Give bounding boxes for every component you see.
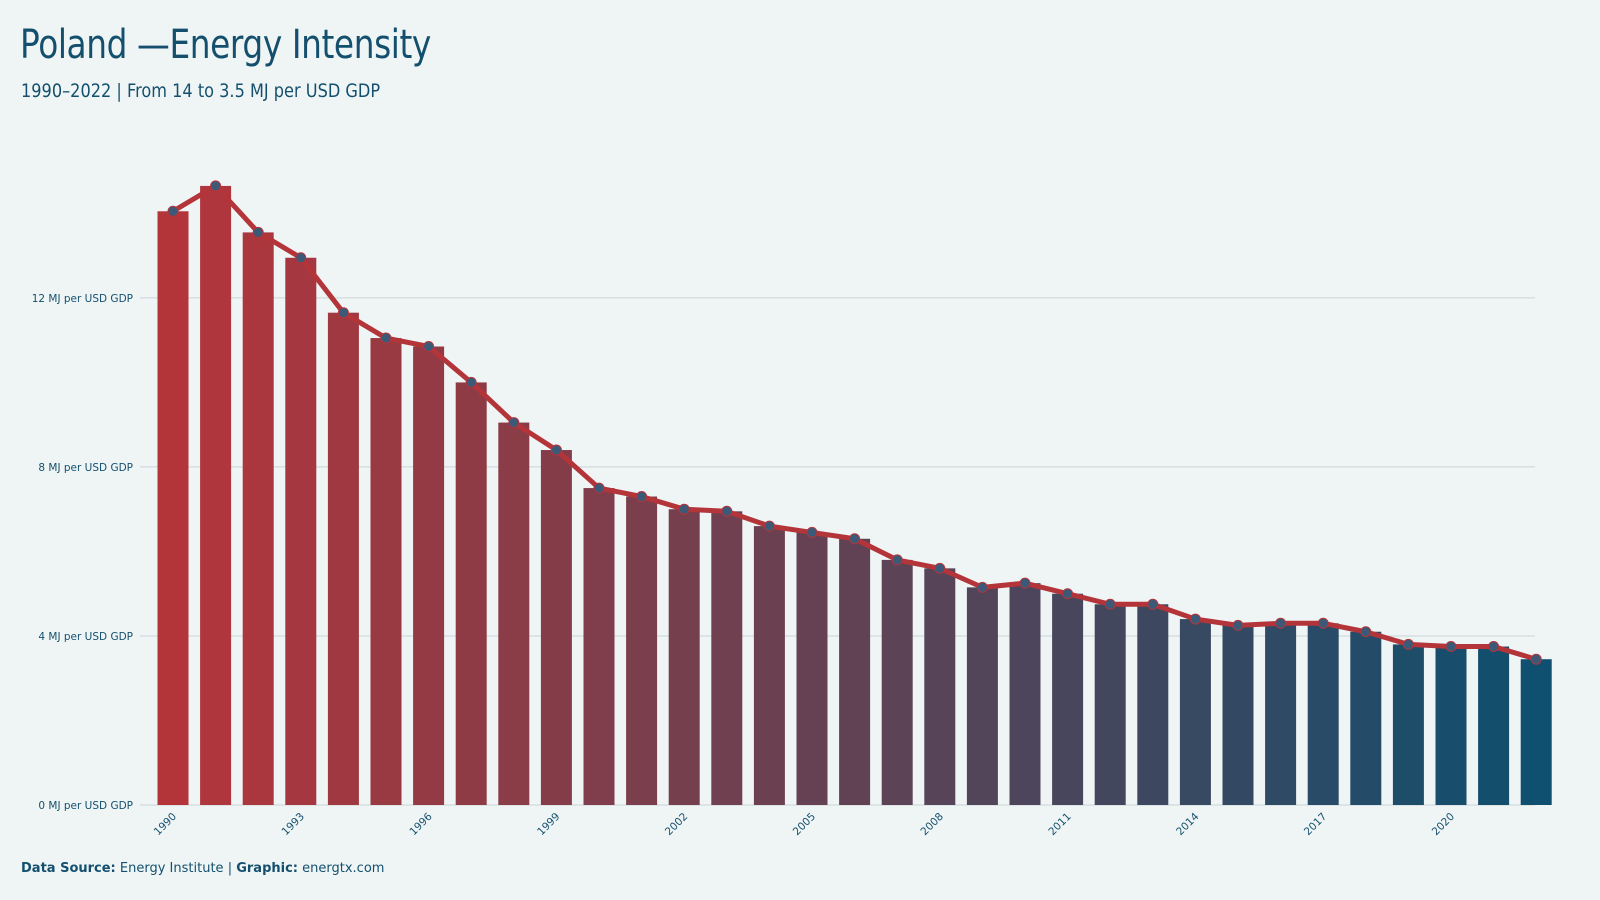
bar [157, 211, 189, 806]
y-tick-label: 12 MJ per USD GDP [32, 293, 133, 305]
bar [1179, 619, 1211, 805]
data-point [678, 503, 690, 515]
bar [711, 511, 743, 805]
bar [796, 532, 828, 805]
x-tick-label: 2011 [1046, 811, 1073, 838]
data-point [1062, 588, 1074, 600]
data-point [167, 205, 179, 217]
bar [1520, 659, 1552, 805]
data-point [1232, 619, 1244, 631]
data-point [465, 376, 477, 388]
x-tick-label: 1996 [407, 810, 435, 838]
bar [1222, 625, 1254, 805]
bar [242, 232, 274, 806]
bar [498, 422, 530, 805]
y-tick-label: 4 MJ per USD GDP [38, 631, 133, 643]
graphic-label: Graphic: [236, 861, 298, 876]
data-point [423, 341, 435, 352]
data-point [1275, 617, 1287, 629]
x-tick-label: 2017 [1302, 811, 1329, 838]
bar [966, 587, 998, 805]
bar [1350, 631, 1382, 805]
data-point [508, 417, 520, 429]
footer-separator: | [227, 861, 233, 876]
data-point [1445, 641, 1457, 653]
data-point [976, 581, 988, 593]
bar [1265, 623, 1297, 805]
bar [1137, 604, 1169, 805]
data-point [295, 252, 307, 264]
chart-subtitle: 1990–2022 | From 14 to 3.5 MJ per USD GD… [21, 80, 381, 102]
x-tick-label: 1990 [152, 811, 179, 838]
data-point [806, 526, 818, 538]
bar [626, 496, 658, 805]
bar [540, 450, 572, 805]
data-point [1488, 641, 1500, 653]
bar [1009, 583, 1041, 805]
bar [924, 568, 956, 805]
x-tick-label: 2014 [1174, 810, 1202, 838]
data-point [1019, 577, 1031, 589]
bar [370, 338, 402, 805]
graphic-value: energtx.com [302, 861, 385, 876]
bar [1052, 593, 1084, 805]
bar [668, 509, 700, 805]
data-point [380, 332, 392, 344]
bar [285, 257, 317, 805]
data-point [1147, 598, 1159, 610]
bar [1478, 646, 1510, 805]
data-point [252, 226, 264, 238]
chart-footer: Data Source: Energy Institute | Graphic:… [21, 861, 384, 876]
data-point [1402, 638, 1414, 650]
data-point [636, 491, 648, 503]
data-point [337, 307, 349, 319]
data-point [210, 180, 222, 192]
y-tick-label: 8 MJ per USD GDP [38, 462, 133, 474]
data-point [550, 444, 562, 456]
bar [753, 526, 785, 805]
data-point [1360, 626, 1372, 638]
bar [583, 488, 615, 805]
chart-title: Poland —Energy Intensity [20, 22, 431, 68]
data-point [763, 520, 775, 532]
x-tick-label: 2005 [791, 811, 818, 838]
bar [1435, 646, 1467, 805]
x-tick-label: 2002 [663, 811, 690, 838]
y-tick-label: 0 MJ per USD GDP [38, 800, 133, 812]
bar [200, 185, 232, 805]
x-tick-label: 2020 [1430, 811, 1457, 838]
data-point [593, 482, 605, 494]
bar [881, 559, 913, 805]
data-point [1189, 613, 1201, 625]
data-point [1104, 598, 1116, 610]
data-point [849, 533, 861, 545]
bar [1307, 623, 1339, 805]
data-point [1317, 617, 1329, 629]
bar [1392, 644, 1424, 805]
data-point [891, 554, 903, 566]
bar [455, 382, 487, 805]
bar [327, 312, 359, 805]
data-point [934, 562, 946, 574]
bar [413, 346, 445, 805]
data-point [1530, 653, 1542, 665]
data-point [721, 505, 733, 517]
x-tick-label: 1999 [535, 811, 562, 838]
data-source-value: Energy Institute [119, 861, 224, 876]
x-tick-label: 1993 [280, 811, 307, 838]
bar [839, 538, 871, 805]
data-source-label: Data Source: [21, 861, 116, 876]
bar [1094, 604, 1126, 805]
x-tick-label: 2008 [919, 811, 946, 838]
